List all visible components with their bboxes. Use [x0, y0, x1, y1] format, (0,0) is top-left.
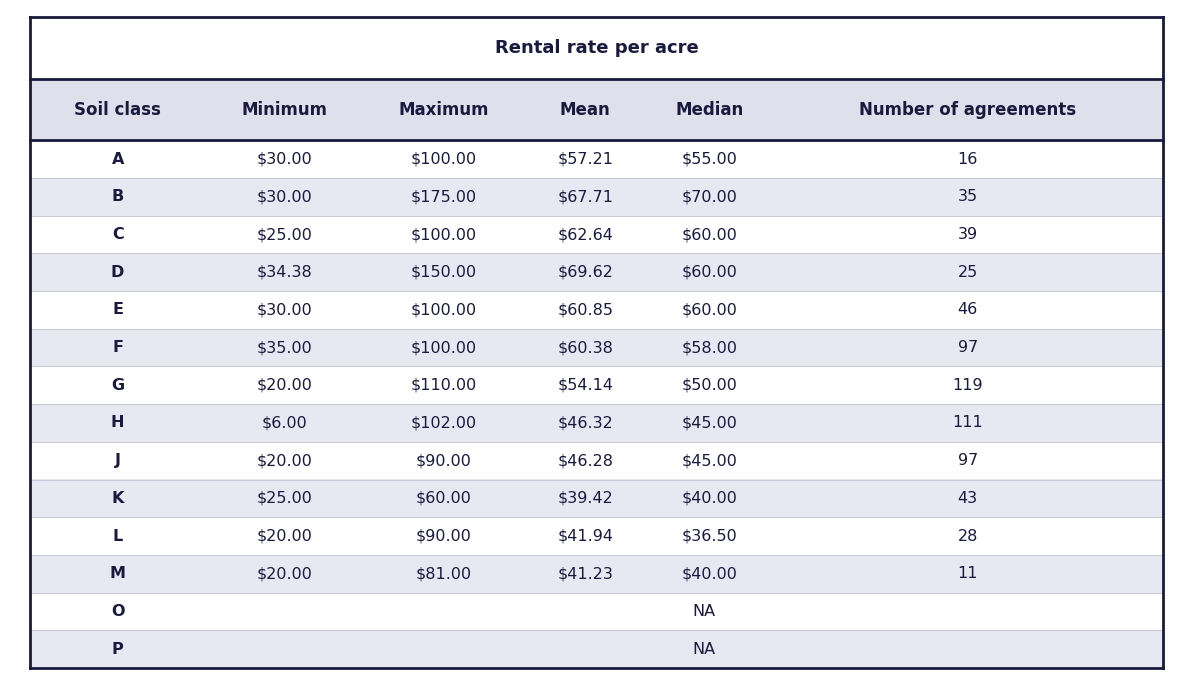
Text: 97: 97 — [958, 340, 978, 355]
Text: NA: NA — [693, 642, 716, 656]
Text: 119: 119 — [952, 378, 983, 393]
Text: $45.00: $45.00 — [682, 453, 737, 468]
Text: P: P — [112, 642, 124, 656]
Bar — [30, 593, 1163, 630]
Text: $102.00: $102.00 — [410, 416, 476, 430]
Text: $46.28: $46.28 — [557, 453, 613, 468]
Text: $100.00: $100.00 — [410, 340, 476, 355]
Text: L: L — [112, 529, 123, 543]
Text: $6.00: $6.00 — [262, 416, 308, 430]
Text: $81.00: $81.00 — [415, 566, 471, 581]
Text: A: A — [111, 152, 124, 166]
Text: B: B — [111, 190, 124, 204]
Text: 28: 28 — [958, 529, 978, 543]
Text: NA: NA — [693, 604, 716, 619]
Text: J: J — [115, 453, 120, 468]
Text: 16: 16 — [958, 152, 978, 166]
Text: $35.00: $35.00 — [256, 340, 313, 355]
Text: $110.00: $110.00 — [410, 378, 477, 393]
Bar — [30, 404, 1163, 442]
Text: $39.42: $39.42 — [557, 491, 613, 506]
Text: $20.00: $20.00 — [256, 453, 313, 468]
Text: Rental rate per acre: Rental rate per acre — [495, 39, 698, 57]
Text: 39: 39 — [958, 227, 978, 242]
Bar — [30, 555, 1163, 593]
Bar — [30, 79, 1163, 140]
Text: $60.00: $60.00 — [415, 491, 471, 506]
Text: $90.00: $90.00 — [415, 453, 471, 468]
Bar — [30, 291, 1163, 329]
Text: $150.00: $150.00 — [410, 265, 476, 279]
Text: $41.23: $41.23 — [557, 566, 613, 581]
Text: $50.00: $50.00 — [682, 378, 737, 393]
Text: C: C — [112, 227, 124, 242]
Text: $20.00: $20.00 — [256, 529, 313, 543]
Text: $70.00: $70.00 — [682, 190, 737, 204]
Bar — [30, 442, 1163, 479]
Text: Median: Median — [675, 101, 744, 119]
Text: $54.14: $54.14 — [557, 378, 613, 393]
Bar — [30, 517, 1163, 555]
Text: $20.00: $20.00 — [256, 566, 313, 581]
Text: Number of agreements: Number of agreements — [859, 101, 1076, 119]
Text: $90.00: $90.00 — [415, 529, 471, 543]
Text: $67.71: $67.71 — [557, 190, 613, 204]
Bar — [30, 366, 1163, 404]
Text: Maximum: Maximum — [398, 101, 489, 119]
Text: $41.94: $41.94 — [557, 529, 613, 543]
Bar — [30, 17, 1163, 79]
Text: Soil class: Soil class — [74, 101, 161, 119]
Bar — [30, 479, 1163, 517]
Bar — [30, 630, 1163, 668]
Text: 111: 111 — [952, 416, 983, 430]
Text: $69.62: $69.62 — [557, 265, 613, 279]
Text: $60.85: $60.85 — [557, 303, 613, 317]
Text: $100.00: $100.00 — [410, 152, 476, 166]
Text: $34.38: $34.38 — [256, 265, 313, 279]
Text: $20.00: $20.00 — [256, 378, 313, 393]
Text: Mean: Mean — [560, 101, 611, 119]
Text: 25: 25 — [958, 265, 978, 279]
Text: G: G — [111, 378, 124, 393]
Text: 35: 35 — [958, 190, 978, 204]
Text: $36.50: $36.50 — [682, 529, 737, 543]
Text: $30.00: $30.00 — [256, 190, 313, 204]
Text: $25.00: $25.00 — [256, 491, 313, 506]
Text: $57.21: $57.21 — [557, 152, 613, 166]
Bar — [30, 140, 1163, 178]
Text: $60.00: $60.00 — [682, 265, 737, 279]
Text: $58.00: $58.00 — [682, 340, 737, 355]
Text: $175.00: $175.00 — [410, 190, 476, 204]
Text: Minimum: Minimum — [242, 101, 328, 119]
Text: 43: 43 — [958, 491, 978, 506]
Text: D: D — [111, 265, 124, 279]
Text: $25.00: $25.00 — [256, 227, 313, 242]
Text: $40.00: $40.00 — [682, 491, 737, 506]
Text: $100.00: $100.00 — [410, 303, 476, 317]
Text: $40.00: $40.00 — [682, 566, 737, 581]
Text: E: E — [112, 303, 123, 317]
Text: $45.00: $45.00 — [682, 416, 737, 430]
Text: $62.64: $62.64 — [557, 227, 613, 242]
Text: M: M — [110, 566, 125, 581]
Text: $60.38: $60.38 — [557, 340, 613, 355]
Bar — [30, 253, 1163, 291]
Text: O: O — [111, 604, 124, 619]
Bar — [30, 329, 1163, 366]
Text: K: K — [111, 491, 124, 506]
Text: H: H — [111, 416, 124, 430]
Text: 11: 11 — [958, 566, 978, 581]
Bar — [30, 178, 1163, 216]
Text: $100.00: $100.00 — [410, 227, 476, 242]
Text: F: F — [112, 340, 123, 355]
Text: $60.00: $60.00 — [682, 303, 737, 317]
Text: 97: 97 — [958, 453, 978, 468]
Text: $55.00: $55.00 — [682, 152, 737, 166]
Text: $46.32: $46.32 — [557, 416, 613, 430]
Text: 46: 46 — [958, 303, 978, 317]
Text: $30.00: $30.00 — [256, 303, 313, 317]
Text: $30.00: $30.00 — [256, 152, 313, 166]
Bar — [30, 216, 1163, 253]
Text: $60.00: $60.00 — [682, 227, 737, 242]
